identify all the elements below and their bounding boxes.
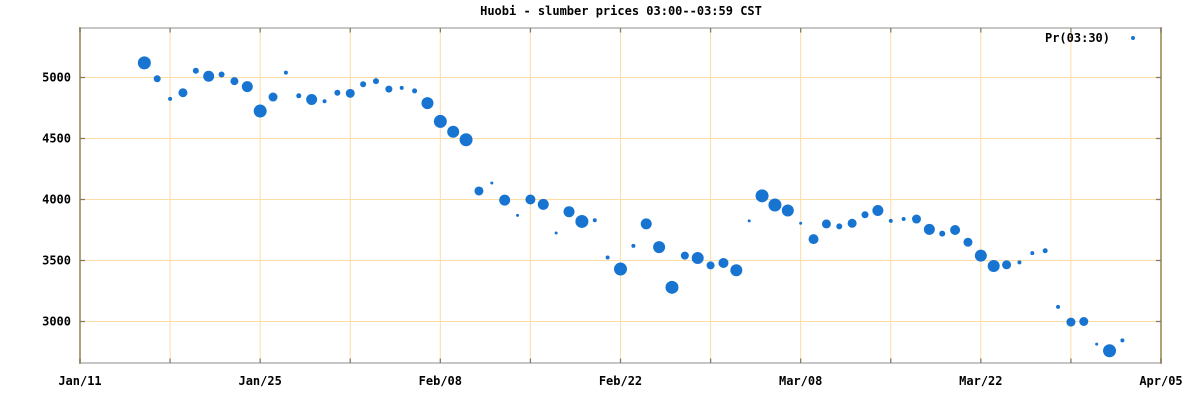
x-tick-label: Feb/08	[419, 374, 462, 388]
data-point	[218, 71, 225, 78]
data-point	[888, 218, 893, 223]
data-point	[614, 262, 627, 276]
y-tick-label: 3000	[42, 315, 71, 329]
data-point	[334, 89, 341, 96]
data-point	[137, 56, 151, 70]
data-point	[939, 230, 946, 237]
data-point	[525, 194, 536, 205]
data-point	[901, 217, 906, 222]
data-point	[412, 88, 418, 94]
x-tick-label: Mar/22	[959, 374, 1002, 388]
y-tick-label: 4000	[42, 193, 71, 207]
x-tick-label: Feb/22	[599, 374, 642, 388]
data-point	[345, 88, 355, 98]
data-point	[241, 81, 253, 93]
data-point	[781, 204, 794, 217]
data-point	[872, 204, 884, 216]
data-point	[203, 70, 215, 82]
data-point	[691, 252, 704, 265]
data-point	[923, 223, 935, 235]
data-point	[987, 259, 1000, 272]
data-point	[799, 221, 803, 225]
data-point	[718, 257, 729, 268]
data-point	[592, 218, 597, 223]
data-point	[821, 219, 831, 229]
data-point	[911, 214, 921, 224]
data-point	[459, 133, 473, 147]
y-tick-label: 5000	[42, 71, 71, 85]
data-point	[447, 125, 460, 138]
data-point	[730, 264, 743, 277]
data-point	[490, 181, 494, 185]
axes-layer: Jan/11 Jan/25 Feb/08 Feb/22 Mar/08 Mar/22 Apr/…	[42, 27, 1183, 388]
data-point	[385, 85, 393, 93]
data-point	[1030, 251, 1035, 256]
data-point	[516, 213, 520, 217]
data-point	[1042, 248, 1048, 254]
data-point	[372, 78, 379, 85]
data-point	[268, 92, 278, 102]
data-point	[296, 93, 302, 99]
chart-title: Huobi - slumber prices 03:00--03:59 CST	[480, 4, 762, 18]
data-point	[706, 261, 715, 270]
data-point	[433, 114, 447, 128]
data-point	[537, 198, 549, 210]
y-tick-label: 3500	[42, 254, 71, 268]
data-point	[575, 214, 589, 228]
data-point	[153, 75, 161, 83]
data-point	[755, 189, 769, 203]
data-point	[563, 206, 575, 218]
data-point	[747, 219, 751, 223]
data-point	[963, 237, 973, 247]
data-point	[1103, 344, 1117, 358]
data-point	[474, 186, 484, 196]
x-tick-label: Apr/05	[1139, 374, 1182, 388]
data-point	[283, 70, 288, 75]
data-point	[499, 194, 511, 206]
data-point	[306, 93, 318, 105]
y-tick-label: 4500	[42, 132, 71, 146]
data-point	[808, 234, 819, 245]
legend-marker-dot	[1131, 36, 1135, 40]
data-point	[847, 218, 857, 228]
data-point	[974, 249, 987, 262]
grid-layer	[79, 28, 1162, 363]
x-tick-label: Jan/25	[238, 374, 281, 388]
data-point	[1120, 338, 1125, 343]
data-point	[1079, 317, 1089, 326]
data-point	[665, 280, 679, 294]
data-point	[230, 77, 239, 86]
data-point	[554, 231, 558, 235]
data-point	[178, 88, 188, 98]
data-point	[640, 218, 652, 230]
x-tick-label: Mar/08	[779, 374, 822, 388]
legend-label: Pr(03:30)	[1045, 31, 1110, 45]
data-point	[768, 198, 782, 212]
data-point	[861, 211, 869, 219]
data-point	[1066, 317, 1076, 327]
data-point	[653, 241, 666, 254]
data-point	[1002, 260, 1012, 270]
x-tick-label: Jan/11	[58, 374, 101, 388]
data-point	[950, 225, 961, 235]
data-point	[360, 81, 367, 88]
data-point	[605, 255, 610, 260]
data-point	[168, 96, 173, 101]
data-point	[322, 99, 327, 104]
data-point	[192, 67, 199, 74]
data-point	[399, 85, 404, 90]
data-point	[631, 243, 636, 248]
data-point	[253, 104, 267, 118]
data-point	[421, 97, 434, 110]
points-layer	[137, 56, 1125, 358]
data-point	[680, 251, 689, 260]
data-point	[836, 223, 843, 230]
data-point	[1095, 342, 1099, 346]
data-point	[1017, 260, 1022, 265]
data-point	[1056, 304, 1061, 309]
